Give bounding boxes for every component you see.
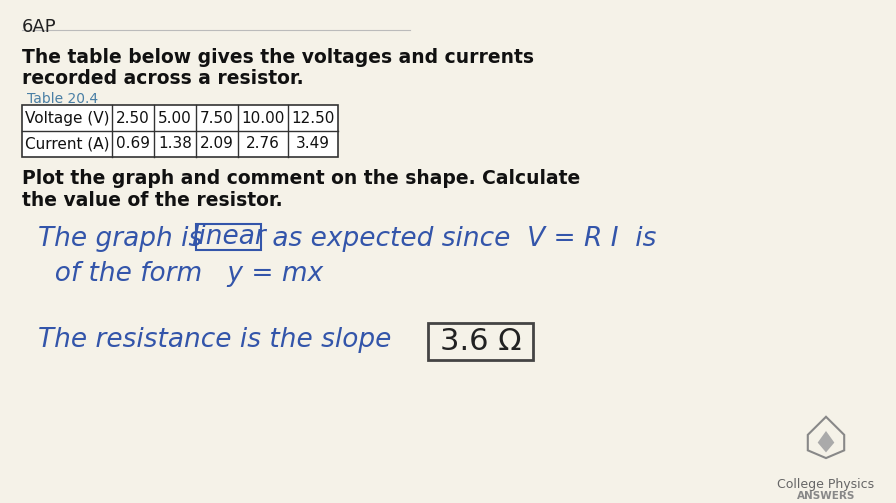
Polygon shape: [818, 431, 834, 452]
Text: as expected since  V = R I  is: as expected since V = R I is: [264, 226, 657, 253]
Text: 2.76: 2.76: [246, 136, 280, 151]
Text: 5.00: 5.00: [158, 111, 192, 126]
Text: 12.50: 12.50: [291, 111, 335, 126]
Text: 3.49: 3.49: [296, 136, 330, 151]
Text: 0.69: 0.69: [116, 136, 150, 151]
Text: 10.00: 10.00: [241, 111, 285, 126]
Text: ANSWERS: ANSWERS: [797, 491, 855, 501]
Text: 6AP: 6AP: [22, 18, 56, 36]
Text: The table below gives the voltages and currents: The table below gives the voltages and c…: [22, 48, 534, 66]
Text: 3.6 Ω: 3.6 Ω: [440, 327, 521, 356]
Bar: [22, 105, 338, 157]
Text: Plot the graph and comment on the shape. Calculate: Plot the graph and comment on the shape.…: [22, 169, 581, 188]
Text: Table 20.4: Table 20.4: [27, 92, 99, 106]
Text: 2.50: 2.50: [116, 111, 150, 126]
Text: recorded across a resistor.: recorded across a resistor.: [22, 69, 304, 89]
Text: 1.38: 1.38: [158, 136, 192, 151]
Bar: [196, 224, 261, 250]
Text: linear: linear: [191, 224, 266, 250]
Text: The graph is: The graph is: [38, 226, 211, 253]
Text: of the form   y = mx: of the form y = mx: [38, 261, 323, 287]
Text: 2.09: 2.09: [200, 136, 234, 151]
Text: Current (A): Current (A): [25, 136, 109, 151]
Text: Voltage (V): Voltage (V): [25, 111, 109, 126]
Text: The resistance is the slope: The resistance is the slope: [38, 327, 400, 354]
Bar: [428, 322, 533, 360]
Text: the value of the resistor.: the value of the resistor.: [22, 191, 282, 210]
Text: 7.50: 7.50: [200, 111, 234, 126]
Text: College Physics: College Physics: [778, 478, 874, 491]
